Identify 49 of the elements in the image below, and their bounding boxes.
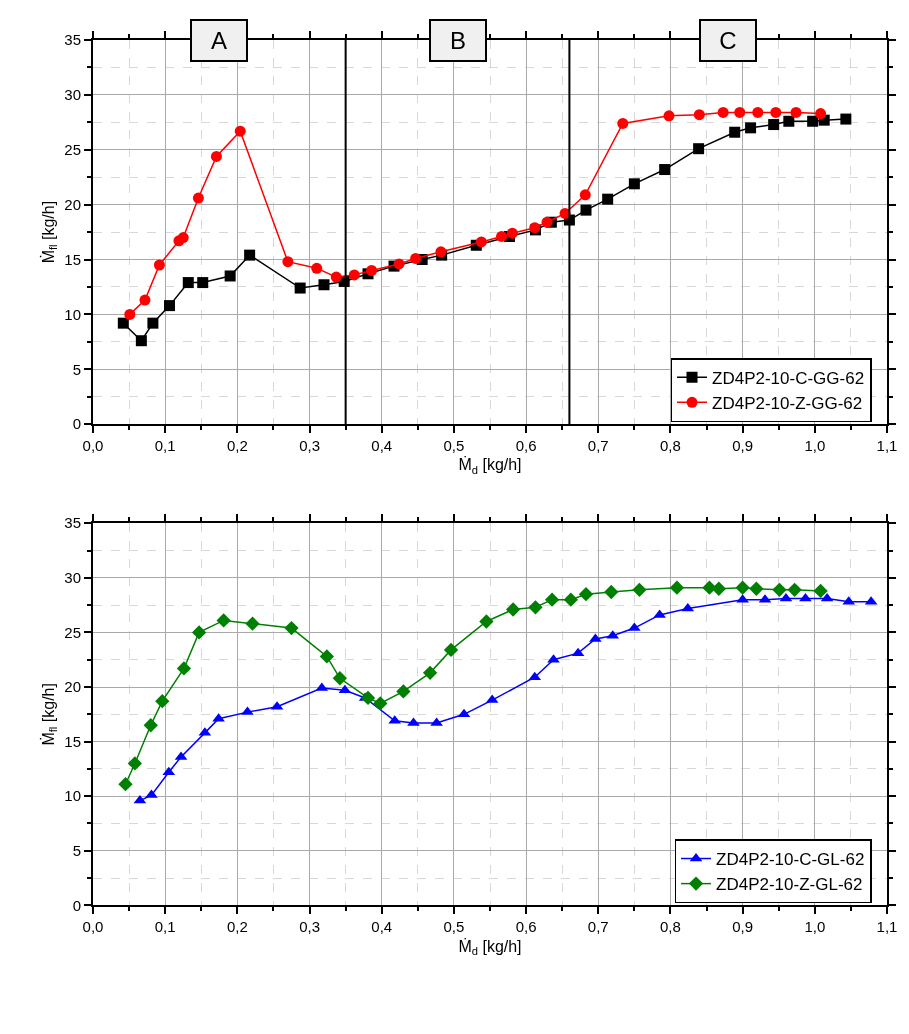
- x-tick-label: 0,6: [515, 918, 537, 936]
- x-tick-label: 0,4: [371, 437, 393, 455]
- x-tick-label: 0,9: [732, 437, 754, 455]
- y-tick-label: 5: [72, 360, 81, 378]
- legend-label: ZD4P2-10-Z-GG-62: [712, 393, 863, 413]
- annotation: B: [449, 27, 467, 54]
- y-tick-label: 20: [64, 195, 81, 213]
- y-tick-label: 35: [64, 514, 81, 532]
- y-tick-label: 15: [64, 732, 81, 750]
- x-tick-label: 0,3: [299, 437, 320, 455]
- y-tick-label: 25: [64, 623, 81, 641]
- y-tick-label: 10: [64, 787, 81, 805]
- x-tick-label: 0,6: [515, 437, 537, 455]
- x-axis-title: Ṁ$_{d}$ [kg/h]: [458, 455, 522, 476]
- x-tick-label: 1,1: [876, 437, 898, 455]
- y-tick-label: 20: [64, 678, 81, 696]
- x-tick-label: 0,1: [154, 918, 176, 936]
- legend-label: ZD4P2-10-C-GG-62: [712, 368, 865, 388]
- y-tick-label: 0: [72, 896, 81, 914]
- x-tick-label: 0,8: [660, 918, 681, 936]
- legend-label: ZD4P2-10-Z-GL-62: [716, 875, 863, 895]
- x-tick-label: 0,5: [443, 437, 465, 455]
- x-axis-title: Ṁ$_{d}$ [kg/h]: [458, 936, 522, 957]
- y-tick-label: 30: [64, 86, 81, 104]
- legend-label: ZD4P2-10-C-GL-62: [716, 850, 865, 870]
- y-tick-label: 35: [64, 31, 81, 49]
- x-tick-label: 0,7: [587, 918, 609, 936]
- annotation: A: [210, 27, 228, 54]
- x-tick-label: 1,0: [804, 918, 826, 936]
- y-tick-label: 10: [64, 305, 81, 323]
- x-tick-label: 0,0: [82, 918, 104, 936]
- x-tick-label: 0,2: [226, 437, 248, 455]
- y-tick-label: 0: [72, 415, 81, 433]
- annotation: C: [719, 27, 737, 54]
- x-tick-label: 0,8: [660, 437, 681, 455]
- x-tick-label: 0,5: [443, 918, 465, 936]
- x-tick-label: 1,0: [804, 437, 826, 455]
- x-tick-label: 0,9: [732, 918, 754, 936]
- x-tick-label: 0,2: [226, 918, 248, 936]
- x-tick-label: 0,7: [587, 437, 609, 455]
- x-tick-label: 1,1: [876, 918, 898, 936]
- x-tick-label: 0,4: [371, 918, 393, 936]
- y-tick-label: 30: [64, 569, 81, 587]
- x-tick-label: 0,3: [299, 918, 320, 936]
- x-tick-label: 0,1: [154, 437, 176, 455]
- y-tick-label: 5: [72, 842, 81, 860]
- x-tick-label: 0,0: [82, 437, 104, 455]
- y-tick-label: 25: [64, 141, 81, 159]
- y-tick-label: 15: [64, 250, 81, 268]
